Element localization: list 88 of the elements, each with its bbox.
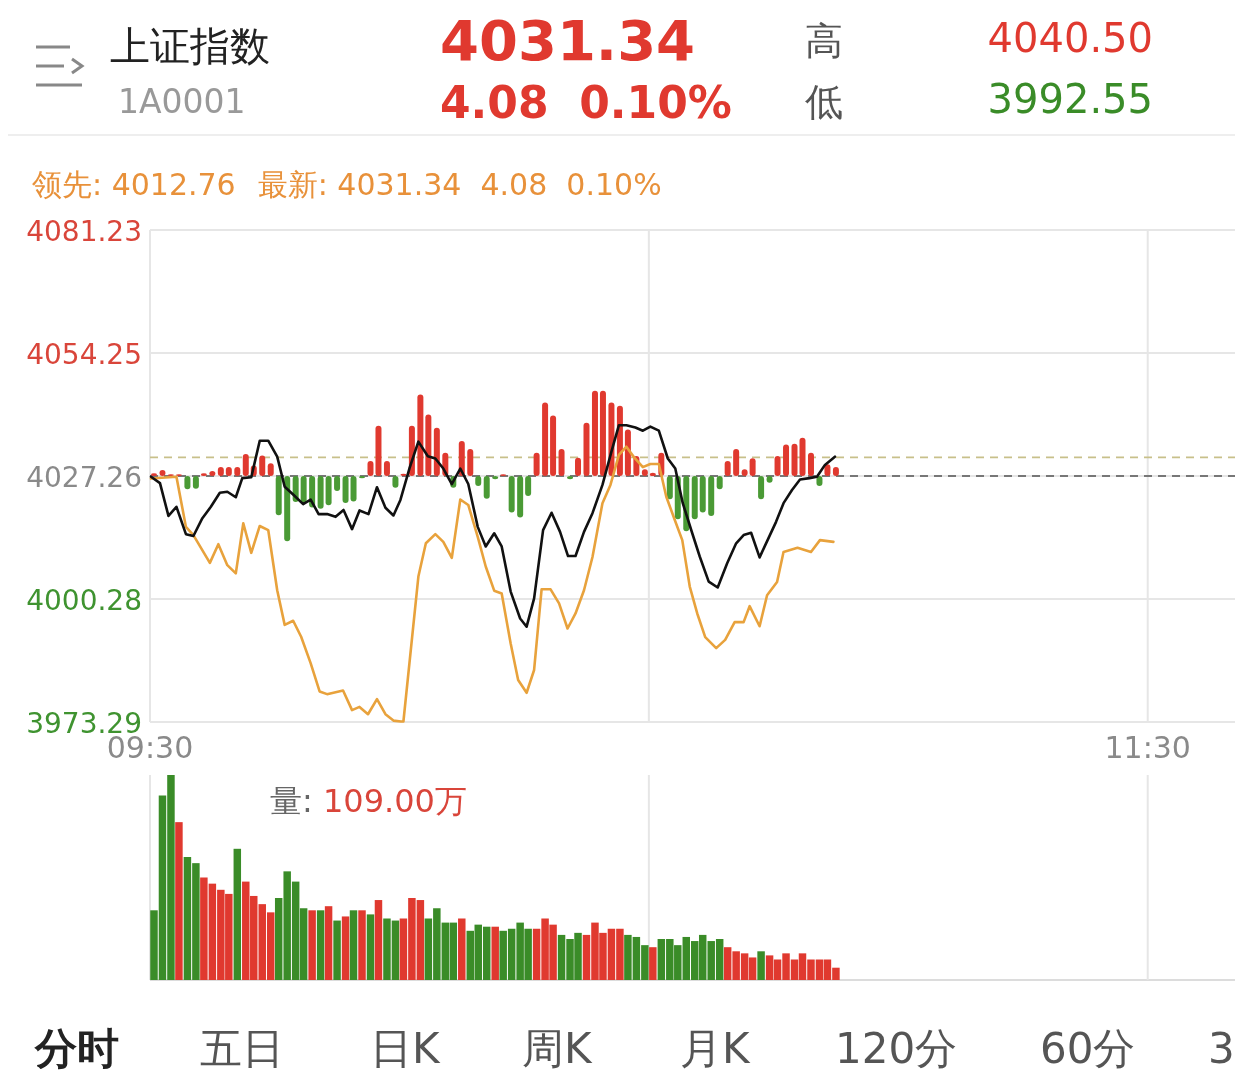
bar bbox=[383, 460, 390, 476]
text: 低 bbox=[805, 80, 843, 124]
bar bbox=[374, 900, 383, 980]
text: 4031.34 bbox=[440, 8, 696, 73]
text: 分时 bbox=[34, 1024, 119, 1073]
bar bbox=[807, 452, 814, 476]
bar bbox=[542, 402, 549, 476]
bar bbox=[375, 425, 382, 476]
bar bbox=[317, 476, 324, 509]
bar bbox=[333, 920, 341, 980]
bar bbox=[259, 455, 266, 476]
text: 日K bbox=[370, 1024, 441, 1073]
bar bbox=[716, 476, 723, 490]
bar bbox=[349, 910, 358, 980]
bar bbox=[558, 449, 565, 476]
text: 月K bbox=[680, 1024, 751, 1073]
bar bbox=[225, 466, 232, 476]
text: 最新: 4031.34 4.08 0.10% bbox=[257, 167, 662, 202]
bar bbox=[774, 455, 781, 476]
bar bbox=[508, 476, 515, 513]
bar bbox=[242, 454, 249, 476]
text: 60分 bbox=[1040, 1024, 1136, 1073]
bar bbox=[533, 452, 540, 476]
bar bbox=[284, 476, 291, 542]
bar bbox=[342, 476, 349, 503]
bar bbox=[758, 476, 765, 500]
bar bbox=[783, 444, 790, 476]
text: 高 bbox=[805, 19, 843, 63]
bar bbox=[217, 466, 224, 476]
y-tick-label: 4054.25 bbox=[26, 337, 142, 371]
bar bbox=[591, 390, 598, 476]
bar bbox=[832, 466, 839, 476]
text: 4040.50 bbox=[987, 15, 1153, 61]
annotation: 量: 109.00万 bbox=[270, 782, 467, 820]
bar bbox=[757, 951, 765, 980]
bar bbox=[599, 390, 606, 476]
bar bbox=[583, 422, 590, 476]
line-series bbox=[149, 445, 835, 723]
x-tick-label: 11:30 bbox=[1104, 730, 1191, 765]
bar bbox=[334, 476, 341, 492]
bar bbox=[691, 476, 698, 520]
bar bbox=[491, 926, 499, 980]
bar bbox=[175, 822, 183, 980]
bar bbox=[192, 476, 199, 489]
bar bbox=[666, 476, 673, 500]
text: 领先: 4012.76 bbox=[32, 167, 236, 202]
bar bbox=[525, 476, 532, 497]
bar bbox=[275, 476, 282, 516]
bar bbox=[550, 415, 557, 476]
bar bbox=[517, 476, 524, 518]
text: 3992.55 bbox=[987, 76, 1153, 122]
bar bbox=[184, 476, 191, 490]
bar bbox=[233, 848, 242, 980]
text: 1A0001 bbox=[118, 82, 246, 121]
bar bbox=[749, 458, 756, 476]
bar bbox=[308, 910, 316, 980]
bar bbox=[699, 476, 706, 513]
bar bbox=[267, 463, 274, 476]
bar bbox=[366, 914, 375, 980]
bar bbox=[575, 457, 582, 476]
bar bbox=[325, 476, 332, 506]
text: 周K bbox=[522, 1024, 593, 1073]
bar bbox=[649, 947, 657, 980]
y-tick-label: 4000.28 bbox=[26, 583, 142, 617]
text: 五日 bbox=[200, 1024, 284, 1073]
bar bbox=[300, 476, 307, 503]
bar bbox=[324, 906, 333, 980]
bar bbox=[341, 916, 350, 980]
bar bbox=[724, 460, 731, 476]
y-tick-label: 4081.23 bbox=[26, 215, 142, 248]
bar bbox=[458, 918, 466, 980]
text: 120分 bbox=[835, 1024, 958, 1073]
bar bbox=[350, 476, 357, 502]
text: 3 bbox=[1208, 1024, 1235, 1073]
bar bbox=[316, 910, 325, 980]
bar bbox=[425, 414, 432, 476]
bar bbox=[708, 476, 715, 517]
bar bbox=[475, 476, 482, 487]
text: 上证指数 bbox=[110, 23, 270, 69]
bar bbox=[483, 476, 490, 499]
y-tick-label: 4027.26 bbox=[26, 461, 142, 494]
bar bbox=[467, 449, 474, 476]
bar bbox=[433, 427, 440, 476]
bar bbox=[358, 910, 366, 980]
line-series bbox=[149, 423, 837, 628]
text: 4.08 0.10% bbox=[440, 77, 732, 128]
bar bbox=[733, 449, 740, 476]
bar bbox=[417, 394, 424, 476]
